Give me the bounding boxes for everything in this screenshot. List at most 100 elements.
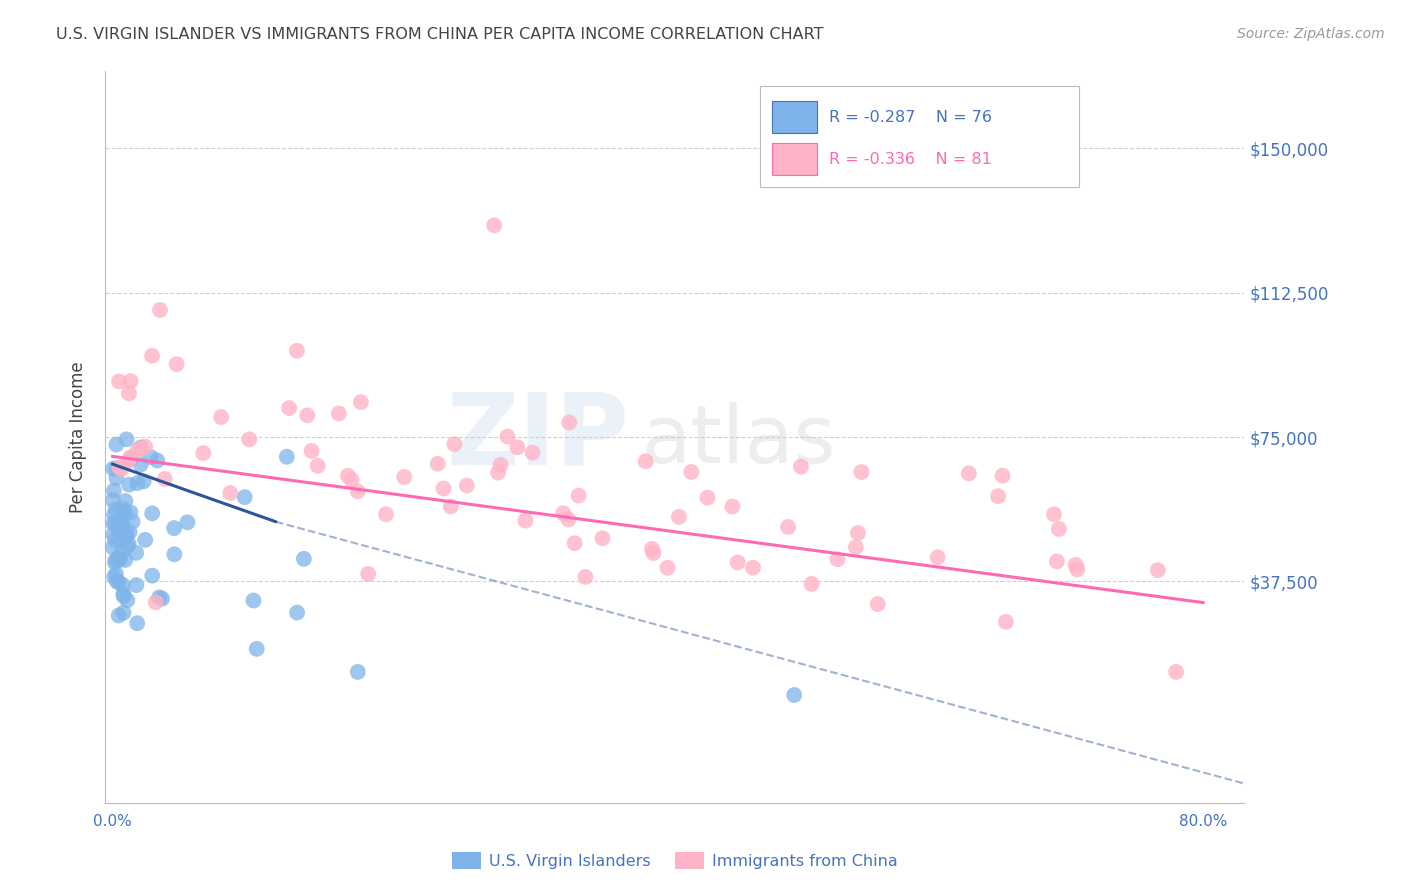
Point	[592, 531, 614, 545]
Point	[721, 500, 744, 514]
Point	[991, 468, 1014, 483]
Point	[285, 343, 308, 358]
Text: ZIP: ZIP	[447, 389, 630, 485]
Point	[845, 540, 868, 554]
Point	[219, 486, 242, 500]
Point	[285, 606, 308, 620]
Point	[149, 303, 172, 318]
Point	[145, 595, 167, 609]
Point	[129, 441, 152, 455]
Point	[114, 531, 136, 545]
Point	[104, 517, 127, 532]
Point	[346, 665, 368, 679]
Point	[118, 477, 141, 491]
Point	[522, 445, 544, 459]
Point	[117, 454, 139, 468]
Point	[489, 458, 512, 472]
Point	[115, 528, 138, 542]
Point	[657, 561, 679, 575]
Point	[957, 467, 980, 481]
Point	[176, 516, 198, 530]
Point	[292, 551, 315, 566]
Point	[107, 519, 129, 533]
Point	[558, 416, 581, 430]
Point	[1164, 665, 1187, 679]
Point	[111, 578, 134, 592]
Point	[163, 547, 186, 561]
Point	[132, 475, 155, 489]
Point	[276, 450, 298, 464]
Point	[350, 395, 373, 409]
Point	[668, 509, 690, 524]
Point	[574, 570, 596, 584]
Point	[307, 458, 329, 473]
Point	[328, 407, 350, 421]
Point	[557, 512, 579, 526]
Text: R = -0.336    N = 81: R = -0.336 N = 81	[828, 152, 991, 167]
Point	[103, 570, 125, 584]
Point	[141, 507, 163, 521]
Point	[456, 478, 478, 492]
Point	[148, 591, 170, 605]
Point	[193, 446, 215, 460]
Point	[103, 516, 125, 531]
Point	[117, 593, 139, 607]
Point	[790, 459, 813, 474]
Point	[105, 461, 128, 475]
Point	[134, 533, 156, 547]
Point	[115, 433, 138, 447]
Point	[103, 527, 125, 541]
Point	[141, 568, 163, 582]
Point	[987, 489, 1010, 503]
Point	[120, 505, 142, 519]
Point	[134, 440, 156, 454]
Point	[108, 552, 131, 566]
Point	[515, 514, 537, 528]
Point	[108, 551, 131, 566]
Point	[727, 555, 749, 569]
Point	[443, 437, 465, 451]
Point	[114, 494, 136, 508]
Point	[357, 566, 380, 581]
Point	[125, 546, 148, 560]
Point	[506, 440, 529, 454]
Point	[641, 541, 664, 556]
Point	[103, 483, 125, 498]
Point	[104, 533, 127, 547]
Point	[118, 537, 141, 551]
Point	[153, 472, 176, 486]
Point	[101, 541, 124, 555]
Point	[486, 466, 509, 480]
Point	[278, 401, 301, 415]
Point	[643, 546, 665, 560]
Point	[482, 219, 505, 233]
Point	[120, 374, 142, 388]
Point	[108, 523, 131, 537]
Point	[112, 502, 135, 516]
Point	[110, 521, 132, 535]
Point	[568, 489, 591, 503]
Point	[108, 460, 131, 475]
Point	[246, 641, 269, 656]
Point	[104, 567, 127, 582]
Point	[101, 493, 124, 508]
Y-axis label: Per Capita Income: Per Capita Income	[69, 361, 87, 513]
Point	[101, 461, 124, 475]
Point	[696, 491, 718, 505]
Point	[112, 589, 135, 603]
Point	[238, 433, 260, 447]
Point	[141, 349, 163, 363]
Point	[107, 574, 129, 589]
Point	[783, 688, 806, 702]
Point	[295, 409, 318, 423]
Point	[742, 561, 765, 575]
Point	[233, 490, 256, 504]
Point	[440, 500, 463, 514]
Text: atlas: atlas	[641, 401, 835, 480]
Point	[105, 574, 128, 589]
Point	[125, 578, 148, 592]
Point	[118, 525, 141, 540]
Point	[127, 476, 149, 491]
Point	[103, 508, 125, 522]
Point	[846, 526, 869, 541]
